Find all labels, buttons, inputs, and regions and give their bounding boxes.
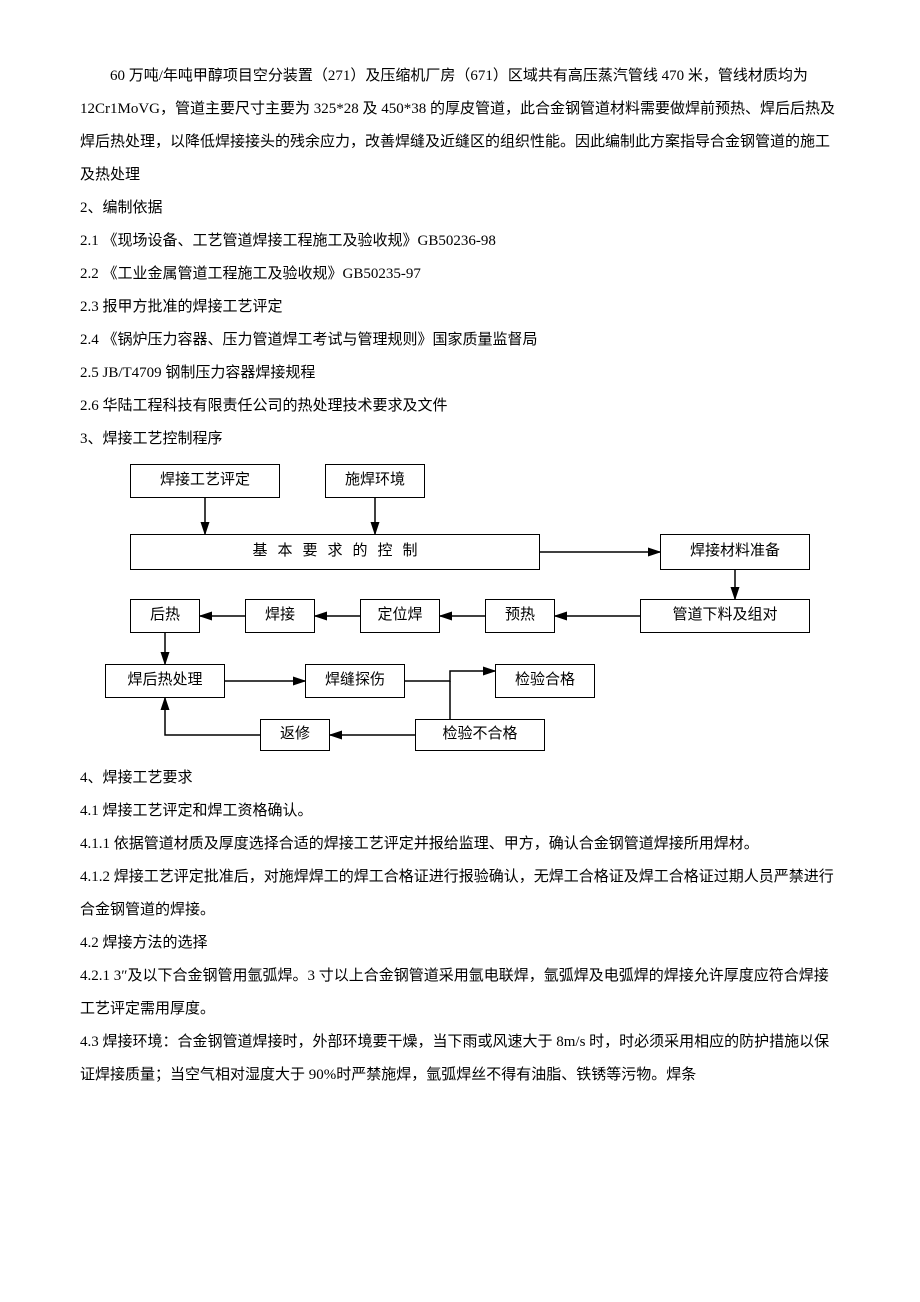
item-2-2: 2.2 《工业金属管道工程施工及验收规》GB50235-97 (80, 258, 840, 291)
section-4-title: 4、焊接工艺要求 (80, 762, 840, 795)
item-4-2: 4.2 焊接方法的选择 (80, 927, 840, 960)
item-4-1-1: 4.1.1 依据管道材质及厚度选择合适的焊接工艺评定并报给监理、甲方，确认合金钢… (80, 828, 840, 861)
item-2-6: 2.6 华陆工程科技有限责任公司的热处理技术要求及文件 (80, 390, 840, 423)
item-2-3: 2.3 报甲方批准的焊接工艺评定 (80, 291, 840, 324)
node-material-prep: 焊接材料准备 (660, 534, 810, 570)
node-cut-fit: 管道下料及组对 (640, 599, 810, 633)
node-weld-env: 施焊环境 (325, 464, 425, 498)
node-basic-control: 基本要求的控制 (130, 534, 540, 570)
item-4-2-1: 4.2.1 3″及以下合金钢管用氩弧焊。3 寸以上合金钢管道采用氩电联焊，氩弧焊… (80, 960, 840, 1026)
item-4-1-2: 4.1.2 焊接工艺评定批准后，对施焊焊工的焊工合格证进行报验确认，无焊工合格证… (80, 861, 840, 927)
node-pwht: 焊后热处理 (105, 664, 225, 698)
node-ndt: 焊缝探伤 (305, 664, 405, 698)
node-repair: 返修 (260, 719, 330, 751)
node-tack: 定位焊 (360, 599, 440, 633)
section-2-title: 2、编制依据 (80, 192, 840, 225)
node-postheat: 后热 (130, 599, 200, 633)
welding-process-flowchart: 焊接工艺评定 施焊环境 基本要求的控制 焊接材料准备 后热 焊接 定位焊 预热 … (100, 464, 860, 754)
item-2-1: 2.1 《现场设备、工艺管道焊接工程施工及验收规》GB50236-98 (80, 225, 840, 258)
node-pass: 检验合格 (495, 664, 595, 698)
item-4-3: 4.3 焊接环境：合金钢管道焊接时，外部环境要干燥，当下雨或风速大于 8m/s … (80, 1026, 840, 1092)
node-weld-eval: 焊接工艺评定 (130, 464, 280, 498)
item-2-5: 2.5 JB/T4709 钢制压力容器焊接规程 (80, 357, 840, 390)
section-3-title: 3、焊接工艺控制程序 (80, 423, 840, 456)
node-fail: 检验不合格 (415, 719, 545, 751)
item-2-4: 2.4 《锅炉压力容器、压力管道焊工考试与管理规则》国家质量监督局 (80, 324, 840, 357)
node-preheat: 预热 (485, 599, 555, 633)
intro-paragraph: 60 万吨/年吨甲醇项目空分装置（271）及压缩机厂房（671）区域共有高压蒸汽… (80, 60, 840, 192)
node-weld: 焊接 (245, 599, 315, 633)
item-4-1: 4.1 焊接工艺评定和焊工资格确认。 (80, 795, 840, 828)
